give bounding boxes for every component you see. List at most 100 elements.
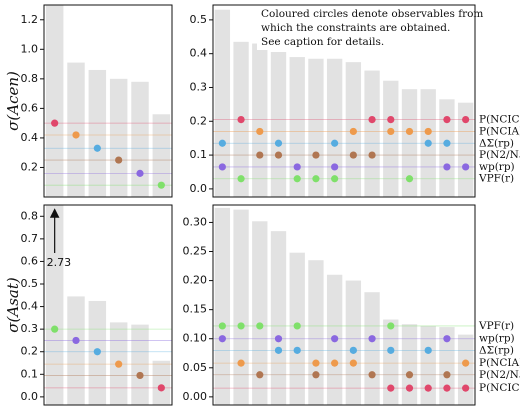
panel xyxy=(213,9,475,197)
bar xyxy=(233,209,249,405)
y-tick-label: 0.3 xyxy=(190,80,208,93)
bar xyxy=(67,296,85,405)
observable-dot xyxy=(387,322,395,330)
y-tick-label: 0.1 xyxy=(190,148,208,161)
legend-label: P(N2/N5) xyxy=(479,369,520,381)
observable-dot xyxy=(218,322,226,330)
observable-dot xyxy=(462,163,470,171)
observable-dot xyxy=(312,371,320,379)
observable-dot xyxy=(462,384,470,392)
observable-dot xyxy=(349,127,357,136)
y-tick-label: 0.00 xyxy=(183,390,208,403)
observable-dot xyxy=(443,115,451,124)
y-tick-label: 1.2 xyxy=(21,13,39,26)
y-tick-label: 0.10 xyxy=(183,332,208,345)
legend-label: P(NCIA) xyxy=(479,125,520,137)
observable-dot xyxy=(424,139,432,147)
bar xyxy=(308,260,324,405)
observable-dot xyxy=(349,346,357,354)
axes-frame xyxy=(212,204,476,406)
observable-dot xyxy=(462,359,470,367)
observable-dot xyxy=(256,127,264,136)
observable-dot xyxy=(115,360,123,368)
bar xyxy=(345,280,362,405)
y-tick-label: 0.6 xyxy=(21,254,39,267)
bar xyxy=(457,102,474,197)
bar xyxy=(152,360,171,405)
bar xyxy=(252,221,268,405)
y-tick-label: 0.0 xyxy=(190,182,208,195)
observable-dot xyxy=(93,348,101,356)
axes-frame xyxy=(212,4,476,198)
observable-dot xyxy=(368,335,376,343)
bar xyxy=(88,69,107,197)
observable-dot xyxy=(462,115,470,124)
bar xyxy=(420,325,436,405)
observable-dot xyxy=(218,335,226,343)
observable-dot xyxy=(443,335,451,343)
legend-label: P(NCIA) xyxy=(479,357,520,369)
y-tick-label: 0.4 xyxy=(21,300,39,313)
observable-dot xyxy=(136,371,144,380)
legend-label: VPF(r) xyxy=(478,173,514,185)
legend-label: P(NCIC) xyxy=(479,114,520,126)
legend-label: wp(rp) xyxy=(479,333,515,345)
observable-dot xyxy=(331,335,339,343)
y-tick-label: 0.8 xyxy=(21,209,39,222)
y-axis-label: σ(Asat) xyxy=(4,277,22,333)
bar xyxy=(45,205,64,405)
observable-dot xyxy=(405,384,414,392)
bar xyxy=(252,43,268,197)
observable-dot xyxy=(331,139,339,147)
observable-dot xyxy=(443,139,451,147)
observable-dot xyxy=(115,156,123,164)
bar xyxy=(326,58,343,197)
observable-dot xyxy=(274,139,283,147)
observable-dot xyxy=(237,175,245,183)
observable-dot xyxy=(256,371,264,379)
observable-dot xyxy=(274,346,283,354)
note-background xyxy=(257,6,473,50)
y-tick-label: 0.4 xyxy=(21,131,39,144)
y-tick-label: 0.7 xyxy=(21,232,39,245)
axes-frame xyxy=(43,4,173,198)
bar xyxy=(109,78,128,197)
y-tick-label: 0.20 xyxy=(183,274,208,287)
bar xyxy=(383,319,399,405)
observable-dot xyxy=(387,346,395,354)
bar xyxy=(401,324,418,405)
bar xyxy=(308,58,324,197)
observable-dot xyxy=(157,384,165,392)
observable-dot xyxy=(368,115,376,124)
observable-dot xyxy=(312,151,320,159)
bar xyxy=(457,334,474,405)
note: Coloured circles denote observables from xyxy=(261,8,483,20)
y-tick-label: 0.8 xyxy=(21,72,39,85)
observable-dot xyxy=(349,151,357,159)
observable-dot xyxy=(312,359,320,367)
y-tick-label: 0.1 xyxy=(21,367,39,380)
panel xyxy=(44,5,172,197)
bar xyxy=(383,80,399,197)
observable-dot xyxy=(424,346,432,354)
observable-dot xyxy=(387,115,395,124)
legend-label: VPF(r) xyxy=(478,320,514,332)
y-tick-label: 0.5 xyxy=(21,277,39,290)
observable-dot xyxy=(293,175,301,183)
observable-dot xyxy=(237,322,245,330)
y-tick-label: 0.30 xyxy=(183,215,208,228)
legend-label: P(NCIC) xyxy=(479,382,520,394)
y-tick-label: 0.2 xyxy=(21,345,39,358)
observable-dot xyxy=(349,359,357,367)
observable-dot xyxy=(72,131,80,139)
observable-dot xyxy=(218,139,226,147)
y-tick-label: 0.05 xyxy=(183,361,208,374)
observable-dot xyxy=(387,384,395,392)
y-tick-label: 0.0 xyxy=(21,390,39,403)
panel xyxy=(213,207,475,405)
bar xyxy=(214,9,231,197)
y-tick-label: 0.6 xyxy=(21,101,39,114)
bar xyxy=(131,81,149,197)
axes-frame xyxy=(43,204,173,406)
